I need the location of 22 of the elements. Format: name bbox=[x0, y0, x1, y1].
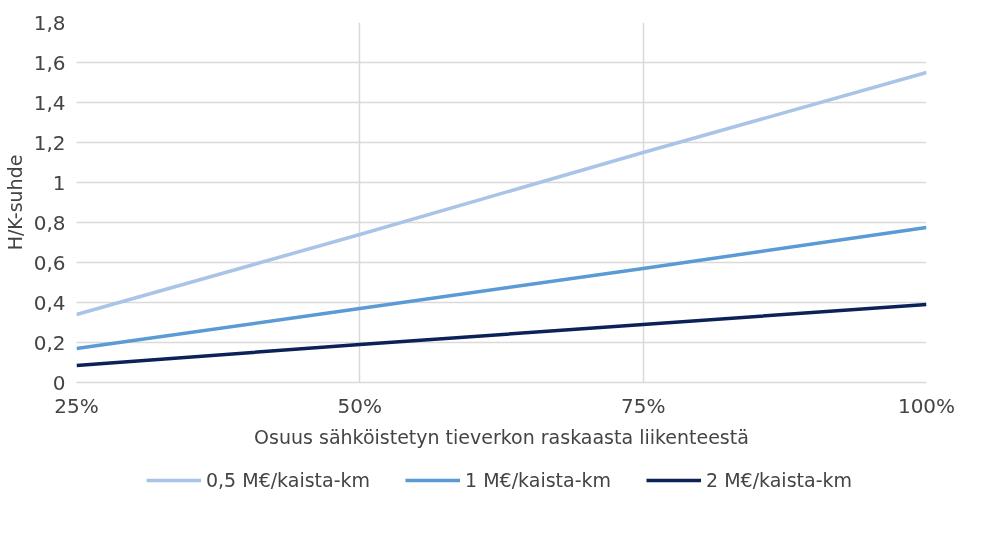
y-tick-label: 1,6 bbox=[33, 50, 66, 75]
line-series bbox=[76, 302, 927, 368]
x-axis-title: Osuus sähköistetyn tieverkon raskaasta liikenteestä bbox=[254, 425, 749, 448]
x-tick-label: 25% bbox=[54, 393, 99, 418]
x-tick-label: 50% bbox=[337, 393, 383, 418]
y-tick-label: 0,8 bbox=[33, 210, 66, 235]
legend-label: 2 M€/kaista-km bbox=[706, 469, 853, 491]
y-tick-label: 0 bbox=[52, 370, 66, 395]
y-tick-label: 1 bbox=[52, 170, 66, 195]
y-tick-label: 0,2 bbox=[33, 330, 66, 355]
y-tick-label: 0,4 bbox=[33, 290, 66, 315]
y-tick-label: 1,4 bbox=[33, 90, 66, 115]
legend-label: 0,5 M€/kaista-km bbox=[205, 469, 371, 491]
x-tick-label: 75% bbox=[620, 393, 666, 418]
line-series bbox=[76, 225, 927, 351]
y-tick-label: 1,2 bbox=[33, 130, 66, 155]
x-tick-label: 100% bbox=[897, 393, 956, 418]
y-tick-label: 1,8 bbox=[33, 10, 66, 35]
y-tick-label: 0,6 bbox=[33, 250, 66, 275]
y-axis-title: H/K-suhde bbox=[3, 154, 26, 251]
legend-label: 1 M€/kaista-km bbox=[465, 469, 612, 491]
line-series bbox=[76, 70, 927, 317]
